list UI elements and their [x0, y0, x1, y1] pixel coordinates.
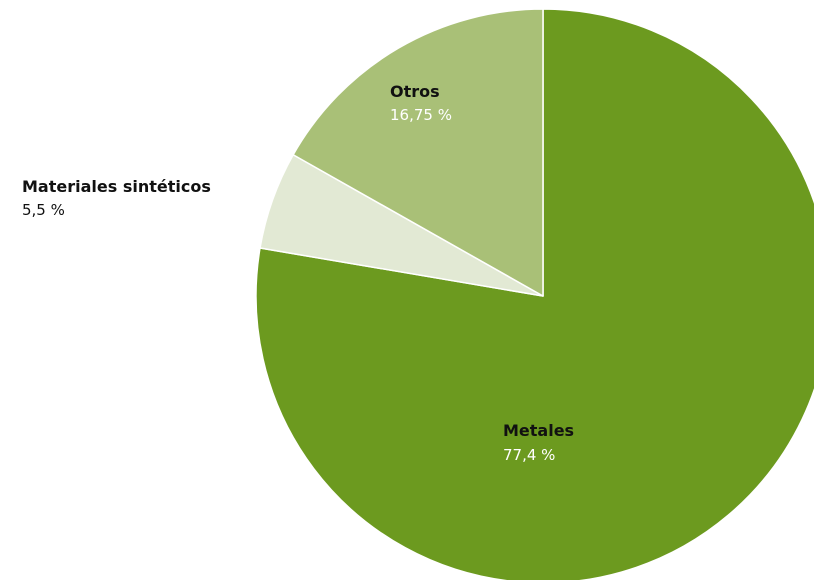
- slice-value-otros: 16,75 %: [390, 106, 452, 124]
- slice-label-materiales-sinteticos: Materiales sintéticos: [22, 177, 211, 196]
- slice-value-metales: 77,4 %: [503, 446, 555, 464]
- pie-slice-metales: [255, 8, 814, 580]
- slice-label-metales: Metales: [503, 421, 574, 440]
- pie-slice-otros: [292, 8, 544, 297]
- slice-value-materiales-sinteticos: 5,5 %: [22, 201, 65, 219]
- pie-slices: [255, 8, 814, 580]
- slice-label-otros: Otros: [390, 82, 440, 101]
